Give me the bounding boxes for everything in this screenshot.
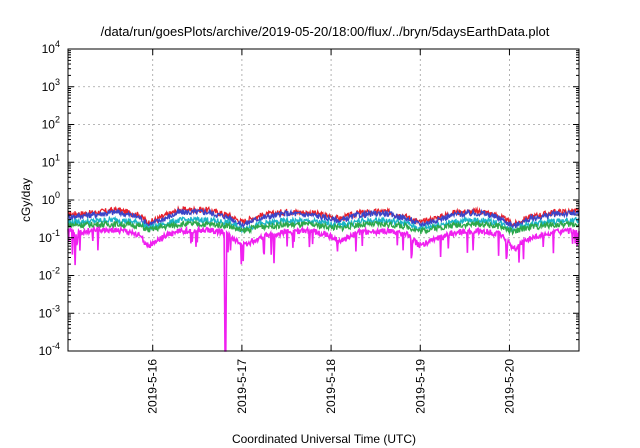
series-line-4 bbox=[67, 219, 580, 236]
plot-frame bbox=[67, 48, 580, 352]
y-tick-label: 100 bbox=[42, 190, 60, 207]
y-tick-label: 10-3 bbox=[39, 303, 60, 320]
x-axis-label: Coordinated Universal Time (UTC) bbox=[232, 432, 416, 446]
y-tick-label: 10-4 bbox=[39, 341, 60, 358]
grid-layer bbox=[68, 49, 579, 351]
x-tick-label: 2019-5-20 bbox=[502, 359, 516, 414]
x-tick-label: 2019-5-17 bbox=[235, 359, 249, 414]
y-tick-label: 101 bbox=[42, 152, 60, 169]
x-tick-label: 2019-5-16 bbox=[146, 359, 160, 414]
series-line-5 bbox=[67, 224, 580, 352]
y-tick-label: 104 bbox=[42, 39, 60, 56]
series-line-2 bbox=[67, 207, 580, 230]
x-tick-label: 2019-5-18 bbox=[324, 359, 338, 414]
series-layer bbox=[67, 205, 580, 352]
y-tick-label: 102 bbox=[42, 115, 60, 132]
series-line-3 bbox=[67, 215, 580, 234]
y-tick-label: 10-2 bbox=[39, 266, 60, 283]
chart-title: /data/run/goesPlots/archive/2019-05-20/1… bbox=[101, 24, 550, 39]
y-tick-label: 103 bbox=[42, 77, 60, 94]
y-axis-label: cGy/day bbox=[19, 178, 33, 222]
y-tick-label: 10-1 bbox=[39, 228, 60, 245]
x-tick-label: 2019-5-19 bbox=[413, 359, 427, 414]
